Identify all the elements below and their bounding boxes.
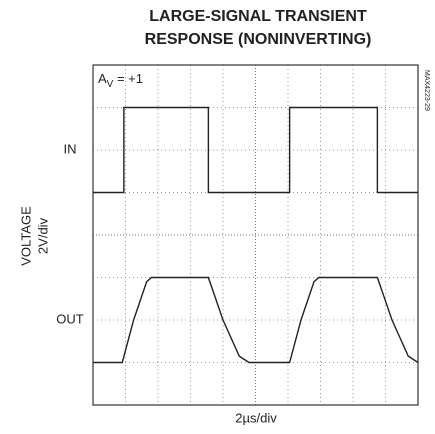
legend-label: OUT: [56, 311, 84, 326]
chart-title: LARGE-SIGNAL TRANSIENT: [149, 8, 367, 25]
y-axis-label: VOLTAGE: [18, 206, 33, 266]
plot-frame: [92, 64, 419, 406]
gain-label: AV = +1: [98, 71, 143, 89]
gain-value: = +1: [113, 71, 143, 86]
legend-label: IN: [64, 141, 77, 156]
y-axis-label: 2V/div: [35, 217, 50, 254]
figure-code: MAX4223-29: [423, 70, 430, 111]
trace: [93, 276, 419, 364]
x-axis-label: 2µs/div: [235, 410, 277, 425]
gain-subscript: V: [107, 79, 114, 90]
gain-base: A: [98, 71, 107, 86]
trace: [93, 106, 418, 194]
chart-title: RESPONSE (NONINVERTING): [145, 31, 372, 48]
